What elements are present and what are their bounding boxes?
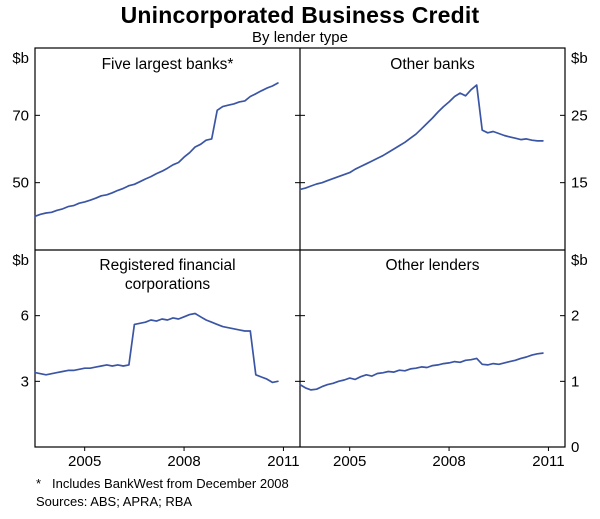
panel-title-other-banks: Other banks xyxy=(300,55,565,74)
x-tick-label: 2008 xyxy=(432,453,465,470)
panel-title-five-largest-banks: Five largest banks* xyxy=(35,55,300,74)
x-tick-label: 2008 xyxy=(167,453,200,470)
y-tick-label: 3 xyxy=(21,373,29,390)
series-line-registered-financial-corporations xyxy=(34,312,279,384)
y-tick-label: 1 xyxy=(571,373,579,390)
unit-label: $b xyxy=(571,50,588,67)
y-tick-label: 15 xyxy=(571,175,588,192)
panel-title-text: Other banks xyxy=(390,56,475,73)
x-tick-label: 2005 xyxy=(333,453,366,470)
x-tick-label: 2005 xyxy=(68,453,101,470)
y-tick-label: 2 xyxy=(571,308,579,325)
y-tick-label: 6 xyxy=(21,308,29,325)
unit-label: $b xyxy=(571,252,588,269)
y-tick-label: 50 xyxy=(12,175,29,192)
unit-label: $b xyxy=(12,252,29,269)
chart-title: Unincorporated Business Credit xyxy=(120,2,480,28)
panel-title-text: Other lenders xyxy=(385,257,480,274)
y-tick-label: 0 xyxy=(571,439,579,456)
unit-label: $b xyxy=(12,50,29,67)
x-tick-label: 2011 xyxy=(532,453,564,470)
footnote-text: Includes BankWest from December 2008 xyxy=(52,476,289,491)
panel-title-text: Registered financial corporations xyxy=(99,257,236,293)
series-line-other-banks xyxy=(299,84,544,191)
panel-title-other-lenders: Other lenders xyxy=(300,256,565,275)
chart-sources: Sources: ABS; APRA; RBA xyxy=(36,494,193,509)
footnote-asterisk: * xyxy=(36,476,42,491)
x-tick-label: 2011 xyxy=(267,453,299,470)
panel-title-registered-financial-corporations: Registered financial corporations xyxy=(35,256,300,294)
y-tick-label: 70 xyxy=(12,107,29,124)
series-line-other-lenders xyxy=(299,352,544,391)
y-tick-label: 25 xyxy=(571,107,588,124)
panel-title-text: Five largest banks* xyxy=(101,56,234,73)
chart-footnote: * Includes BankWest from December 2008 xyxy=(36,476,289,491)
chart-subtitle: By lender type xyxy=(252,29,348,46)
series-line-five-largest-banks xyxy=(34,82,279,218)
